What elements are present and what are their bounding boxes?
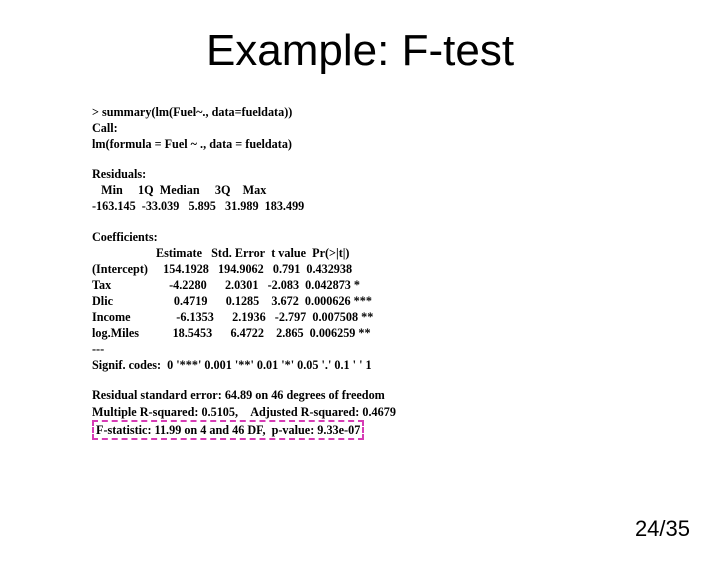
- row-income: Income -6.1353 2.1936 -2.797 0.007508 **: [92, 309, 660, 325]
- row-dlic: Dlic 0.4719 0.1285 3.672 0.000626 ***: [92, 293, 660, 309]
- r-output: > summary(lm(Fuel~., data=fueldata)) Cal…: [92, 104, 660, 440]
- residuals-values: -163.145 -33.039 5.895 31.989 183.499: [92, 198, 660, 214]
- dashes: ---: [92, 341, 660, 357]
- residuals-labels: Min 1Q Median 3Q Max: [92, 182, 660, 198]
- r-squared: Multiple R-squared: 0.5105, Adjusted R-s…: [92, 404, 660, 420]
- cmd-summary: > summary(lm(Fuel~., data=fueldata)): [92, 104, 660, 120]
- residuals-header: Residuals:: [92, 166, 660, 182]
- signif-codes: Signif. codes: 0 '***' 0.001 '**' 0.01 '…: [92, 357, 660, 373]
- f-statistic-highlight: F-statistic: 11.99 on 4 and 46 DF, p-val…: [92, 420, 364, 440]
- cmd-call: Call:: [92, 120, 660, 136]
- row-tax: Tax -4.2280 2.0301 -2.083 0.042873 *: [92, 277, 660, 293]
- coef-columns: Estimate Std. Error t value Pr(>|t|): [92, 245, 660, 261]
- cmd-formula: lm(formula = Fuel ~ ., data = fueldata): [92, 136, 660, 152]
- row-intercept: (Intercept) 154.1928 194.9062 0.791 0.43…: [92, 261, 660, 277]
- row-logmiles: log.Miles 18.5453 6.4722 2.865 0.006259 …: [92, 325, 660, 341]
- coefficients-header: Coefficients:: [92, 229, 660, 245]
- slide-title: Example: F-test: [0, 26, 720, 76]
- page-number: 24/35: [635, 516, 690, 542]
- residual-se: Residual standard error: 64.89 on 46 deg…: [92, 387, 660, 403]
